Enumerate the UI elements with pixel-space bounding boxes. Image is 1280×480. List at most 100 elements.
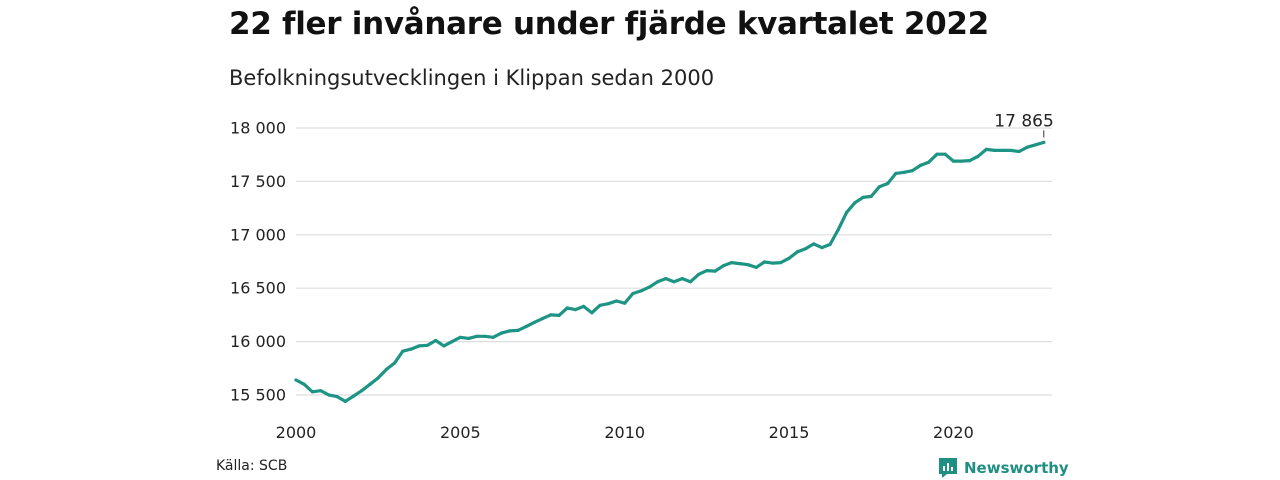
x-tick-label: 2020 <box>933 423 974 442</box>
data-point <box>812 242 816 246</box>
data-point <box>368 382 372 386</box>
data-point <box>746 263 750 267</box>
data-point <box>1001 148 1005 152</box>
data-point <box>425 343 430 347</box>
data-point <box>343 399 347 403</box>
data-point <box>820 246 824 250</box>
data-point <box>713 269 717 273</box>
y-tick-label: 16 500 <box>230 279 286 298</box>
data-point <box>836 227 840 232</box>
data-point <box>869 194 873 198</box>
chart-subtitle: Befolkningsutvecklingen i Klippan sedan … <box>229 66 715 90</box>
data-point <box>738 262 742 266</box>
data-point <box>779 261 783 265</box>
x-tick-label: 2005 <box>440 423 481 442</box>
data-point <box>910 169 914 173</box>
y-axis-ticks: 15 500 16 000 16 500 17 000 17 500 18 000 <box>230 119 286 405</box>
data-point <box>877 185 882 189</box>
data-point <box>491 335 495 339</box>
data-point <box>1025 145 1029 149</box>
data-point <box>623 301 627 305</box>
data-point <box>984 147 988 151</box>
data-point <box>1009 148 1013 152</box>
brand-logo: Newsworthy <box>938 457 1069 479</box>
data-point <box>828 242 832 246</box>
x-tick-label: 2010 <box>604 423 645 442</box>
data-point <box>590 311 594 315</box>
data-point <box>393 361 397 365</box>
y-tick-label: 17 000 <box>230 225 286 244</box>
data-point <box>795 250 799 254</box>
data-point <box>656 280 660 284</box>
newsworthy-logo-icon <box>939 458 957 478</box>
end-value-label: 17 865 <box>994 111 1053 131</box>
data-point <box>729 261 734 265</box>
data-point <box>918 163 923 167</box>
data-point <box>606 302 610 306</box>
data-point <box>845 210 849 214</box>
x-tick-label: 2000 <box>276 423 317 442</box>
data-point <box>935 152 939 156</box>
data-point <box>680 277 684 281</box>
y-tick-label: 17 500 <box>230 172 286 191</box>
data-point <box>302 382 306 386</box>
data-point <box>976 154 980 158</box>
data-point <box>557 313 561 317</box>
data-point <box>754 265 758 269</box>
y-tick-label: 18 000 <box>230 119 286 138</box>
data-point <box>335 395 339 399</box>
data-point <box>705 269 709 273</box>
data-point <box>540 317 545 321</box>
data-point <box>294 378 298 382</box>
data-point <box>310 390 314 394</box>
data-point <box>886 181 890 186</box>
data-point <box>532 320 536 324</box>
data-point <box>598 303 602 307</box>
y-tick-label: 16 000 <box>230 332 286 351</box>
brand-name: Newsworthy <box>964 459 1069 477</box>
data-point <box>951 159 956 163</box>
data-point <box>631 291 635 296</box>
data-point <box>360 389 364 393</box>
data-point <box>409 347 413 351</box>
data-point <box>401 349 405 353</box>
source-note: Källa: SCB <box>216 458 288 474</box>
data-point <box>1017 149 1021 154</box>
data-point <box>771 261 775 265</box>
data-point <box>467 336 471 340</box>
data-point <box>417 344 421 348</box>
data-point <box>1034 143 1038 147</box>
y-tick-label: 15 500 <box>230 386 286 405</box>
annotations: 17 865 <box>994 111 1054 138</box>
data-point <box>499 331 503 335</box>
data-point <box>943 152 947 156</box>
data-point <box>565 306 569 310</box>
data-point <box>549 313 553 317</box>
x-tick-label: 2015 <box>769 423 810 442</box>
x-axis-ticks: 2000 2005 2010 2015 2020 <box>276 423 974 442</box>
data-point <box>1042 140 1046 144</box>
data-point <box>902 170 906 174</box>
data-point <box>697 272 701 276</box>
gridlines <box>296 127 1052 396</box>
data-point <box>672 280 676 284</box>
data-point <box>614 299 619 303</box>
data-point <box>787 256 791 260</box>
data-point <box>384 367 388 371</box>
data-point <box>853 201 857 205</box>
data-point <box>319 389 323 393</box>
chart-title: 22 fler invånare under fjärde kvartalet … <box>229 6 989 42</box>
data-point <box>327 393 331 397</box>
data-point <box>647 285 651 289</box>
data-point <box>376 376 380 380</box>
data-point <box>927 160 931 164</box>
data-point <box>992 148 997 152</box>
data-point <box>442 344 446 348</box>
data-point <box>968 159 972 163</box>
data-point <box>458 335 462 339</box>
data-point <box>639 289 643 293</box>
data-point <box>351 394 356 398</box>
data-point <box>475 334 479 338</box>
data-point <box>861 195 865 199</box>
